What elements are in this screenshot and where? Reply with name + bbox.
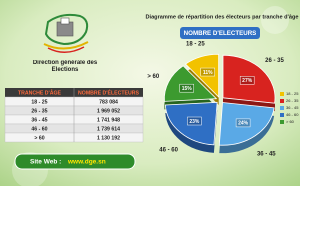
category-label: 26 - 35 bbox=[265, 58, 284, 64]
category-label: 46 - 60 bbox=[159, 148, 178, 154]
category-label: > 60 bbox=[147, 74, 160, 80]
pie-slice bbox=[163, 65, 218, 102]
legend-label: 18 - 25 bbox=[286, 91, 299, 96]
value-label: 23% bbox=[189, 119, 200, 125]
footer-bar bbox=[14, 153, 136, 170]
category-label: 18 - 25 bbox=[186, 42, 205, 48]
legend-swatch bbox=[280, 92, 284, 96]
footer-label: Site Web : bbox=[30, 159, 61, 166]
value-label-bg bbox=[179, 83, 194, 93]
legend-label: 36 - 45 bbox=[286, 105, 299, 110]
pie: 11% 18 - 25 27% 26 - 35 24% 36 - 45 23% 46 - 60… bbox=[147, 42, 284, 158]
legend-label: 26 - 35 bbox=[286, 98, 299, 103]
table-header-cell: NOMBRE D'ÉLECTEURS bbox=[78, 88, 139, 96]
value-label-bg bbox=[235, 118, 251, 128]
category-label: 36 - 45 bbox=[257, 151, 276, 157]
bokeh bbox=[261, 6, 289, 34]
value-label-bg bbox=[187, 116, 202, 126]
value-label: 15% bbox=[182, 86, 193, 92]
legend-swatch bbox=[280, 106, 284, 110]
table-cell: 1 741 948 bbox=[97, 117, 120, 123]
value-label-bg bbox=[239, 76, 255, 85]
table-cell: 1 969 052 bbox=[97, 108, 120, 114]
legend-label: 46 - 60 bbox=[286, 112, 299, 117]
chart-title: Diagramme de répartition des électeurs p… bbox=[145, 14, 298, 20]
table-header-cell: TRANCHE D'ÂGE bbox=[18, 89, 62, 96]
footer-url[interactable]: www.dge.sn bbox=[67, 159, 106, 166]
subtitle-box bbox=[180, 27, 260, 39]
table-cell: 18 - 25 bbox=[31, 99, 47, 105]
table-cell: 783 084 bbox=[99, 99, 118, 105]
logo-text-box: Direction générale des Elections bbox=[32, 60, 98, 73]
table-cell: 36 - 45 bbox=[31, 117, 47, 123]
legend-label: > 60 bbox=[286, 119, 295, 124]
value-label-bg bbox=[200, 67, 215, 77]
logo bbox=[43, 13, 89, 53]
table-cell: 46 - 60 bbox=[31, 126, 47, 132]
legend-swatch bbox=[280, 99, 284, 103]
value-label: 27% bbox=[242, 78, 253, 84]
table: TRANCHE D'ÂGE NOMBRE D'ÉLECTEURS 18 - 25 78… bbox=[4, 88, 144, 143]
chart-subtitle: NOMBRE D'ELECTEURS bbox=[184, 30, 257, 37]
value-label: 11% bbox=[203, 70, 213, 76]
legend-swatch bbox=[280, 120, 284, 124]
logo-text: Direction générale des Elections bbox=[32, 60, 98, 73]
table-cell: > 60 bbox=[34, 135, 44, 141]
table-cell: 26 - 35 bbox=[31, 108, 47, 114]
table-cell: 1 130 192 bbox=[97, 135, 120, 141]
value-label: 24% bbox=[238, 121, 249, 127]
infographic: Direction générale des Elections TRANCHE… bbox=[0, 0, 300, 188]
legend: 18 - 25 26 - 35 36 - 45 46 - 60 > 60 bbox=[280, 91, 299, 124]
table-cell: 1 739 614 bbox=[97, 126, 120, 132]
legend-swatch bbox=[280, 113, 284, 117]
